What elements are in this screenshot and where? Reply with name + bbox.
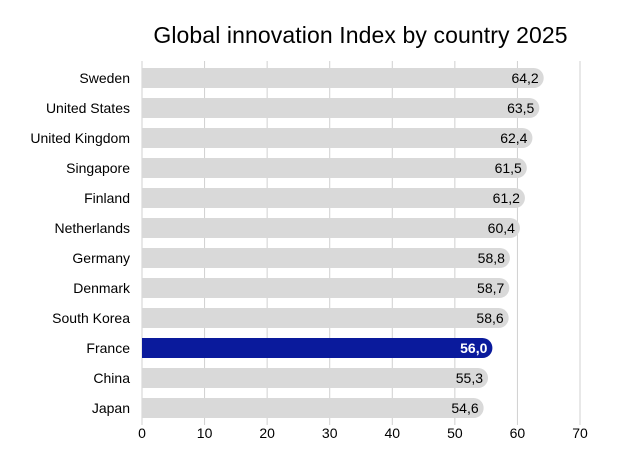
category-label: Sweden [79,70,130,86]
bar-base [142,278,162,298]
bar [142,188,525,208]
value-label: 58,6 [476,310,503,326]
bar [142,218,520,238]
bar-base [142,248,162,268]
bar [142,98,540,118]
value-label: 56,0 [460,340,487,356]
category-label: Netherlands [55,220,131,236]
category-label: United States [46,100,130,116]
bar-base [142,218,162,238]
value-label: 58,7 [477,280,504,296]
category-label: South Korea [52,310,130,326]
x-tick-label: 0 [138,425,146,441]
category-label: Japan [92,400,130,416]
value-label: 64,2 [511,70,538,86]
bar-base [142,98,162,118]
category-label: United Kingdom [30,130,130,146]
x-tick-label: 70 [572,425,588,441]
category-label: China [93,370,130,386]
value-label: 63,5 [507,100,534,116]
bar-highlight [142,338,493,358]
bar [142,68,544,88]
value-label: 61,2 [493,190,520,206]
x-tick-label: 50 [447,425,463,441]
value-label: 55,3 [456,370,483,386]
x-tick-label: 40 [384,425,400,441]
value-label: 60,4 [488,220,515,236]
bar [142,308,509,328]
category-label: France [86,340,130,356]
bar [142,128,533,148]
bar-base [142,68,162,88]
bar [142,278,510,298]
chart-title: Global innovation Index by country 2025 [153,22,568,48]
bar-base [142,128,162,148]
category-label: Germany [72,250,130,266]
category-label: Singapore [66,160,130,176]
value-label: 54,6 [451,400,478,416]
x-tick-label: 30 [322,425,338,441]
bar-base [142,338,162,358]
category-label: Finland [84,190,130,206]
value-label: 61,5 [495,160,522,176]
x-tick-label: 20 [259,425,275,441]
bar-base [142,308,162,328]
value-label: 58,8 [478,250,505,266]
bar-base [142,158,162,178]
bar-base [142,368,162,388]
value-label: 62,4 [500,130,527,146]
bar [142,248,510,268]
category-label: Denmark [73,280,131,296]
bar-base [142,398,162,418]
bar [142,398,484,418]
bar [142,158,527,178]
bar-base [142,188,162,208]
bar [142,368,489,388]
x-tick-label: 10 [197,425,213,441]
x-tick-label: 60 [510,425,526,441]
